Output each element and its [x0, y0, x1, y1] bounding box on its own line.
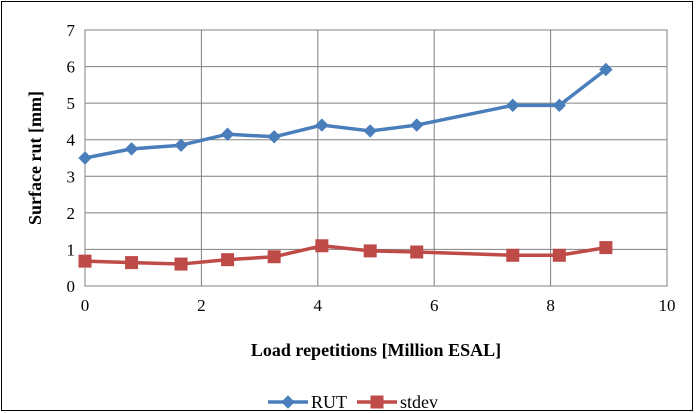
data-point-stdev — [552, 248, 566, 262]
legend-marker-stdev — [370, 395, 384, 409]
data-point-rut — [220, 127, 235, 141]
x-tick-label: 10 — [659, 296, 676, 315]
y-tick-label: 3 — [67, 167, 76, 186]
series-group — [78, 62, 613, 271]
data-point-stdev — [315, 239, 329, 253]
data-point-rut — [315, 118, 329, 132]
x-tick-label: 6 — [430, 296, 439, 315]
x-tick-label: 4 — [314, 296, 323, 315]
plot-area — [84, 29, 668, 287]
data-point-rut — [267, 130, 281, 144]
y-tick-labels: 0 1 2 3 4 5 6 7 — [67, 21, 76, 296]
data-point-rut — [506, 98, 520, 113]
y-tick-label: 1 — [67, 240, 76, 259]
series-rut — [78, 62, 613, 165]
y-tick-label: 5 — [67, 94, 76, 113]
legend-label-rut: RUT — [311, 392, 347, 412]
legend-marker-rut — [281, 395, 295, 409]
data-point-stdev — [363, 244, 377, 258]
y-tick-label: 4 — [67, 131, 76, 150]
y-tick-label: 2 — [67, 204, 76, 223]
data-point-rut — [124, 142, 139, 156]
y-axis-title: Surface rut [mm] — [25, 91, 45, 225]
data-point-stdev — [410, 245, 424, 259]
x-tick-labels: 0 2 4 6 8 10 — [81, 296, 676, 315]
legend-label-stdev: stdev — [400, 392, 438, 412]
data-point-rut — [599, 62, 613, 77]
legend-entry-stdev: stdev — [357, 392, 438, 412]
x-axis-title: Load repetitions [Million ESAL] — [251, 340, 501, 360]
data-point-stdev — [125, 256, 139, 270]
y-tick-label: 0 — [67, 277, 76, 296]
data-point-stdev — [174, 257, 188, 271]
data-point-rut — [174, 138, 188, 152]
data-point-stdev — [267, 250, 281, 264]
x-tick-label: 0 — [81, 296, 90, 315]
data-point-stdev — [78, 254, 92, 268]
series-stdev — [78, 239, 613, 271]
data-point-rut — [363, 124, 377, 138]
x-tick-label: 8 — [546, 296, 555, 315]
legend: RUT stdev — [268, 392, 438, 412]
legend-entry-rut: RUT — [268, 392, 347, 412]
data-point-stdev — [599, 241, 613, 255]
data-point-rut — [78, 151, 92, 165]
data-point-rut — [552, 98, 567, 113]
data-point-stdev — [221, 253, 235, 267]
y-tick-label: 6 — [67, 58, 76, 77]
y-tick-label: 7 — [67, 21, 76, 40]
x-tick-label: 2 — [197, 296, 206, 315]
data-point-stdev — [506, 248, 520, 262]
data-point-rut — [410, 118, 424, 132]
